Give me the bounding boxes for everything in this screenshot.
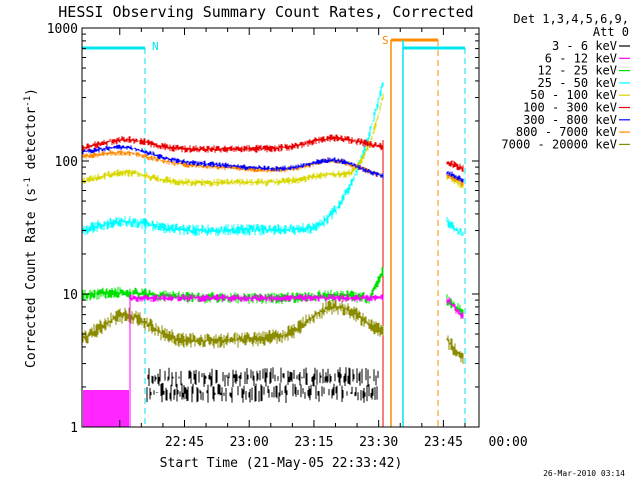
series-300-800-trace [82,144,384,179]
legend-label: 300 - 800 keV [523,113,617,127]
chart-title: HESSI Observing Summary Count Rates, Cor… [58,3,473,21]
y-tick-label: 100 [55,155,78,170]
x-tick-label: 23:45 [424,435,463,450]
x-axis-label: Start Time (21-May-05 22:33:42) [160,456,403,471]
legend-header-line-2: Att 0 [593,25,629,39]
legend-label: 7000 - 20000 keV [501,137,617,151]
x-tick-label: 23:30 [359,435,398,450]
legend-label: 6 - 12 keV [545,51,617,65]
flag-label: N [152,40,159,53]
series-50-100-trace [82,93,384,187]
x-tick-label: 23:00 [230,435,269,450]
series-100-300-trace [446,160,464,173]
legend-label: 3 - 6 keV [552,39,617,53]
y-tick-label: 1 [70,421,78,436]
series-6-12-trace [129,294,384,302]
y-axis-label: Corrected Count Rate (s-1 detector-1) [23,88,39,368]
footer-date: 26-Mar-2010 03:14 [543,469,625,478]
legend-header-line-1: Det 1,3,4,5,6,9, [513,12,629,26]
legend-label: 100 - 300 keV [523,101,617,115]
x-tick-label: 00:00 [489,435,528,450]
legend-label: 800 - 7000 keV [516,125,617,139]
series-7000-20000-trace [82,299,384,349]
legend-label: 25 - 50 keV [538,76,617,90]
series-6-12-trace [446,297,464,319]
legend-label: 12 - 25 keV [538,64,617,78]
plot-frame [81,27,480,428]
series-3-6-trace [146,367,379,403]
y-tick-label: 10 [62,288,78,303]
flag-label: S [382,34,389,47]
x-tick-label: 23:15 [294,435,333,450]
series-6-12-block [83,390,129,427]
legend-label: 50 - 100 keV [530,88,617,102]
series-100-300-trace [82,134,384,153]
series-25-50-trace [446,217,464,236]
series-7000-20000-trace [446,335,464,364]
x-tick-label: 22:45 [165,435,204,450]
series-300-800-trace [446,171,464,183]
axes: 1 10 100 1000 22:45 23:00 23:15 23:30 23:45 00:00 [47,22,528,450]
y-tick-label: 1000 [47,22,78,37]
